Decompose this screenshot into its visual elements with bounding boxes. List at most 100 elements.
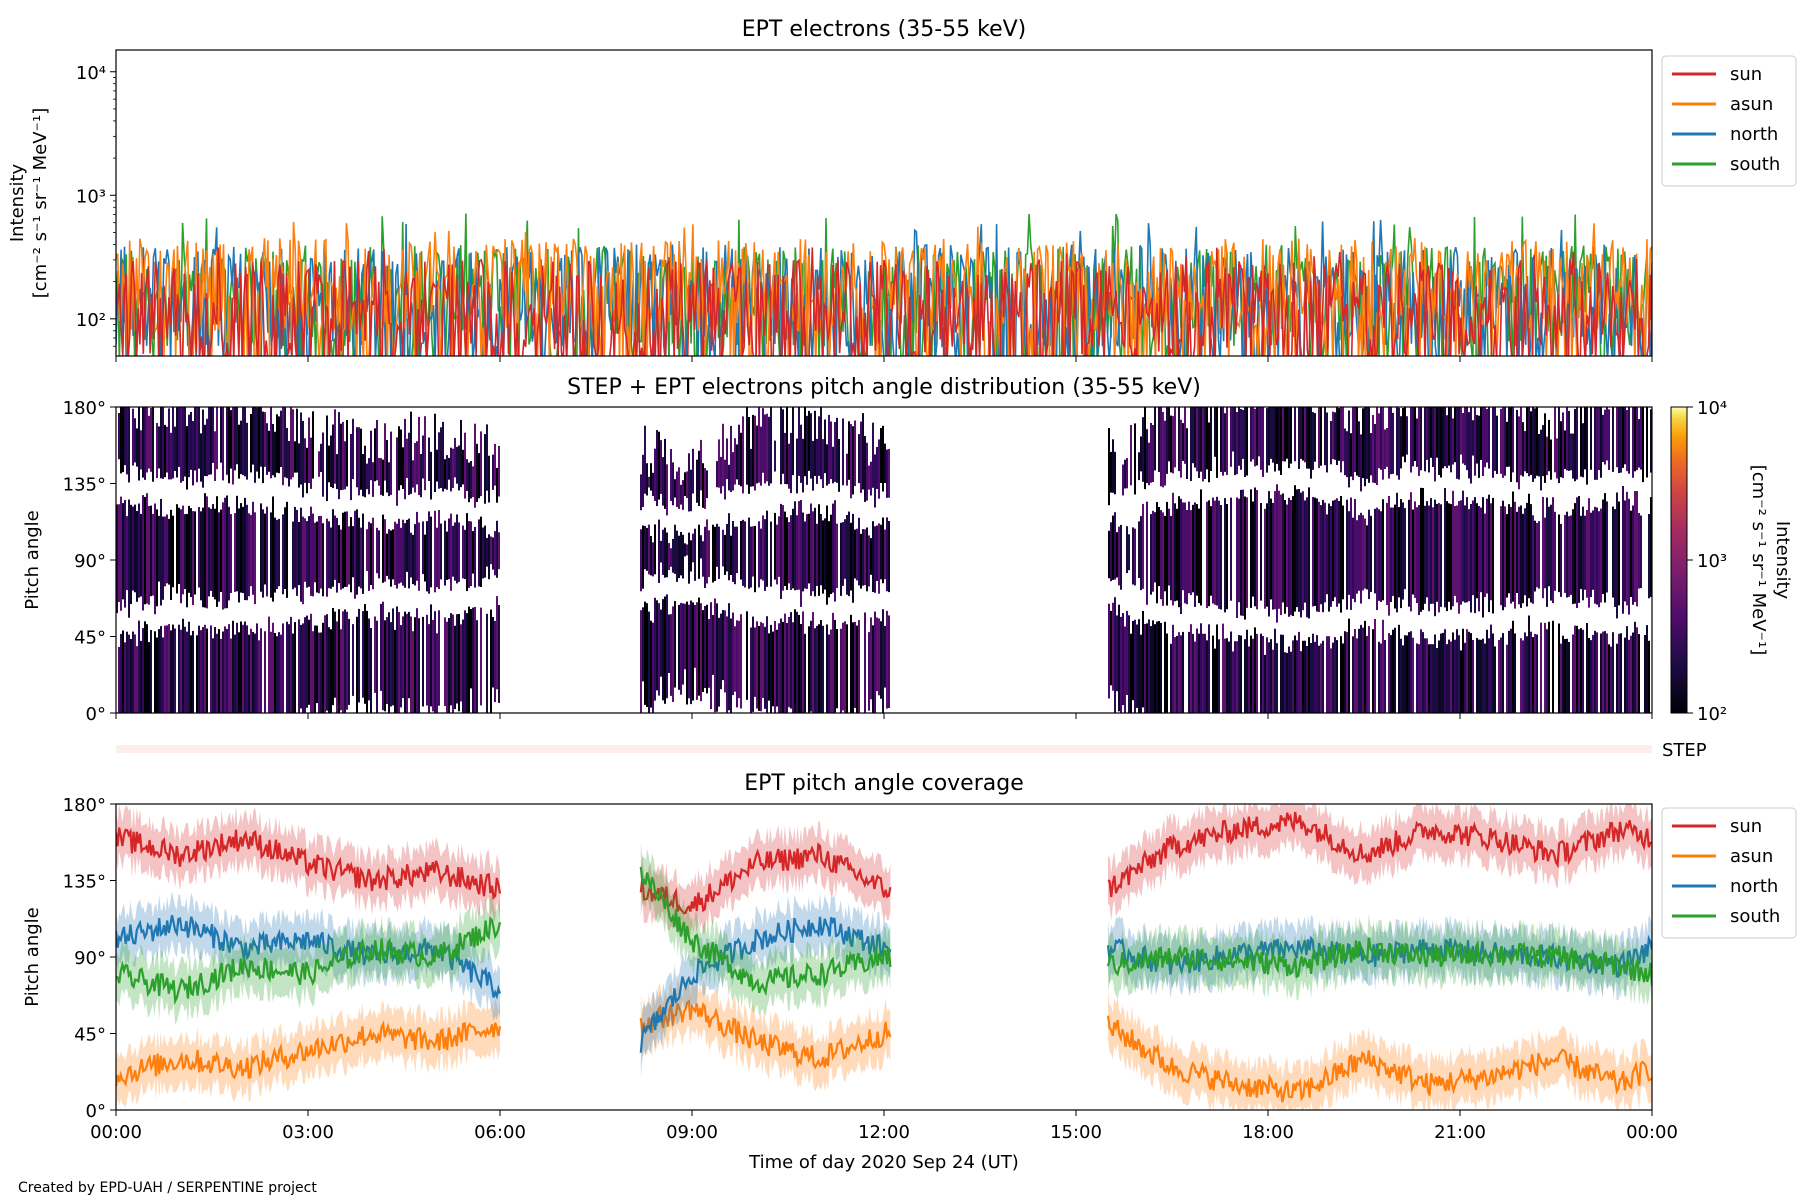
heatmap-cell (1614, 509, 1616, 607)
heatmap-cell (480, 431, 482, 497)
heatmap-cell (676, 530, 678, 582)
heatmap-cell (1486, 498, 1488, 594)
heatmap-cell (1138, 452, 1140, 481)
heatmap-cell (1200, 623, 1202, 713)
heatmap-cell (226, 407, 228, 475)
heatmap-cell (852, 513, 854, 603)
heatmap-cell (1640, 515, 1642, 589)
heatmap-cell (686, 601, 688, 705)
heatmap-cell (1368, 626, 1370, 713)
heatmap-cell (402, 447, 404, 489)
heatmap-cell (340, 529, 342, 590)
heatmap-cell (244, 497, 246, 601)
heatmap-cell (1360, 434, 1362, 492)
heatmap-cell (1468, 631, 1470, 713)
heatmap-cell (846, 453, 848, 486)
heatmap-cell (644, 526, 646, 570)
heatmap-cell (1618, 407, 1620, 473)
heatmap-cell (1502, 407, 1504, 478)
heatmap-cell (826, 444, 828, 486)
y-tick-label: 135° (63, 475, 106, 496)
heatmap-cell (1356, 638, 1358, 713)
heatmap-cell (1230, 497, 1232, 601)
heatmap-cell (846, 515, 848, 595)
heatmap-cell (652, 542, 654, 577)
heatmap-cell (882, 609, 884, 713)
heatmap-cell (414, 442, 416, 493)
heatmap-cell (678, 467, 680, 509)
heatmap-cell (1612, 632, 1614, 713)
heatmap-cell (350, 434, 352, 501)
heatmap-cell (294, 622, 296, 713)
heatmap-cell (1130, 425, 1132, 486)
heatmap-cell (1142, 503, 1144, 589)
heatmap-cell (160, 498, 162, 606)
heatmap-cell (782, 505, 784, 591)
heatmap-cell (870, 617, 872, 700)
heatmap-cell (1130, 633, 1132, 713)
heatmap-cell (856, 625, 858, 713)
heatmap-cell (1516, 511, 1518, 593)
heatmap-cell (204, 493, 206, 608)
heatmap-cell (1256, 407, 1258, 466)
colorbar (1670, 406, 1688, 714)
heatmap-cell (1584, 407, 1586, 470)
heatmap-cell (1452, 490, 1454, 607)
heatmap-cell (1296, 489, 1298, 608)
heatmap-cell (1164, 621, 1166, 713)
heatmap-cell (1300, 492, 1302, 618)
heatmap-cell (848, 511, 850, 597)
heatmap-cell (804, 633, 806, 713)
heatmap-cell (666, 464, 668, 516)
heatmap-cell (1396, 492, 1398, 613)
heatmap-cell (360, 527, 362, 589)
heatmap-cell (1270, 639, 1272, 713)
heatmap-cell (468, 521, 470, 588)
heatmap-cell (144, 621, 146, 713)
heatmap-cell (1344, 428, 1346, 476)
heatmap-cell (276, 519, 278, 589)
heatmap-cell (1116, 532, 1118, 578)
heatmap-cell (198, 625, 200, 713)
heatmap-cell (1400, 416, 1402, 469)
heatmap-cell (466, 459, 468, 491)
heatmap-cell (1184, 407, 1186, 464)
heatmap-cell (254, 633, 256, 713)
heatmap-cell (1604, 409, 1606, 465)
heatmap-cell (430, 604, 432, 707)
heatmap-cell (122, 630, 124, 713)
heatmap-cell (472, 531, 474, 574)
heatmap-cell (152, 513, 154, 596)
heatmap-cell (252, 501, 254, 595)
heatmap-cell (1574, 503, 1576, 604)
heatmap-cell (726, 438, 728, 480)
heatmap-cell (422, 435, 424, 479)
heatmap-cell (442, 421, 444, 492)
colorbar-tick-label: 10² (1697, 704, 1727, 725)
heatmap-cell (354, 510, 356, 599)
heatmap-cell (454, 437, 456, 478)
heatmap-cell (786, 407, 788, 485)
heatmap-cell (1322, 499, 1324, 613)
series-line-sun (116, 827, 502, 901)
coverage-y-label: Pitch angle (22, 907, 43, 1006)
heatmap-cell (390, 431, 392, 495)
heatmap-cell (1328, 503, 1330, 612)
heatmap-cell (148, 506, 150, 605)
heatmap-cell (1404, 635, 1406, 713)
heatmap-cell (1244, 407, 1246, 477)
heatmap-cell (1648, 514, 1650, 599)
heatmap-cell (490, 609, 492, 713)
heatmap-cell (660, 440, 662, 494)
heatmap-cell (1542, 425, 1544, 477)
heatmap-cell (162, 637, 164, 713)
heatmap-cell (1504, 407, 1506, 476)
legend-frame (1661, 55, 1797, 187)
heatmap-cell (180, 407, 182, 483)
heatmap-cell (1206, 640, 1208, 713)
heatmap-cell (1626, 409, 1628, 472)
x-tick-label: 00:00 (1626, 1122, 1678, 1143)
heatmap-cell (656, 600, 658, 691)
heatmap-cell (1538, 521, 1540, 589)
heatmap-cell (652, 472, 654, 496)
